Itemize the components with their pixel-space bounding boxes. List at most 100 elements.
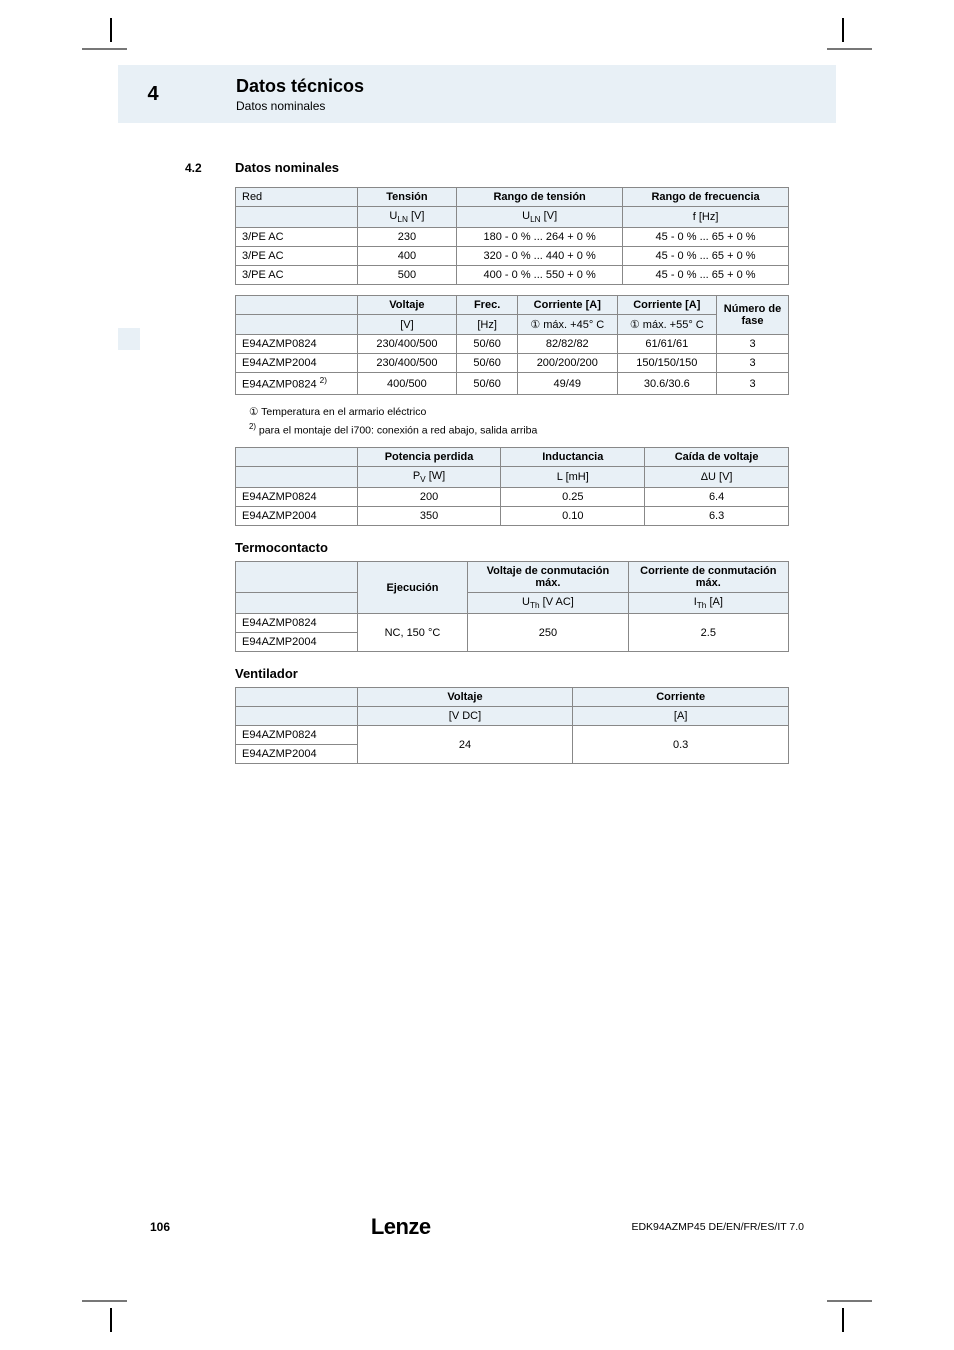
table-row: E94AZMP0824 NC, 150 °C 250 2.5 — [236, 614, 789, 633]
cell: E94AZMP2004 — [236, 745, 358, 764]
th-sub: UTh [V AC] — [468, 593, 628, 614]
th: Rango de frecuencia — [623, 188, 789, 207]
th: Corriente de conmutación máx. — [628, 562, 788, 593]
th: Red — [236, 188, 358, 207]
th: Tensión — [357, 188, 457, 207]
th-sub: L [mH] — [501, 466, 645, 487]
cell: E94AZMP0824 — [236, 726, 358, 745]
section-num: 4.2 — [185, 161, 235, 175]
crop-mark — [827, 1300, 872, 1302]
cell: 250 — [468, 614, 628, 652]
table-row: E94AZMP2004 230/400/500 50/60 200/200/20… — [236, 354, 789, 373]
page-footer: 106 Lenze EDK94AZMP45 DE/EN/FR/ES/IT 7.0 — [150, 1214, 804, 1240]
cell: 2.5 — [628, 614, 788, 652]
cell: 50/60 — [457, 354, 518, 373]
cell: 200/200/200 — [518, 354, 618, 373]
th: Inductancia — [501, 447, 645, 466]
page-title: Datos técnicos — [236, 76, 364, 97]
th: Corriente — [573, 688, 789, 707]
fan-table: Voltaje Corriente [V DC] [A] E94AZMP0824… — [235, 687, 789, 764]
page-number: 106 — [150, 1220, 170, 1234]
section-title: Datos nominales — [235, 160, 339, 175]
th: Ejecución — [357, 562, 468, 614]
crop-mark — [842, 1308, 844, 1332]
table-row: E94AZMP0824 230/400/500 50/60 82/82/82 6… — [236, 335, 789, 354]
power-loss-table: Potencia perdida Inductancia Caída de vo… — [235, 447, 789, 526]
th: Corriente [A] — [617, 296, 717, 315]
cell: 49/49 — [518, 373, 618, 395]
table-row: E94AZMP0824 200 0.25 6.4 — [236, 488, 789, 507]
crop-mark — [110, 18, 112, 42]
section-heading: 4.2 Datos nominales — [185, 160, 789, 175]
side-tab — [118, 328, 140, 350]
cell: 3/PE AC — [236, 266, 358, 285]
cell: 6.4 — [645, 488, 789, 507]
th-sub: ① máx. +55° C — [617, 315, 717, 335]
th-sub: ULN [V] — [457, 207, 623, 228]
table-row: 3/PE AC 230 180 - 0 % ... 264 + 0 % 45 -… — [236, 228, 789, 247]
th-sub — [236, 207, 358, 228]
th-sub — [236, 466, 358, 487]
section-number: 4 — [147, 83, 158, 106]
th-sub: ITh [A] — [628, 593, 788, 614]
cell: 61/61/61 — [617, 335, 717, 354]
cell: 50/60 — [457, 335, 518, 354]
th: Caída de voltaje — [645, 447, 789, 466]
subheading-fan: Ventilador — [235, 666, 789, 681]
th-sub: f [Hz] — [623, 207, 789, 228]
mains-table: Red Tensión Rango de tensión Rango de fr… — [235, 187, 789, 285]
crop-mark — [82, 1300, 127, 1302]
cell: 50/60 — [457, 373, 518, 395]
th-sub: ULN [V] — [357, 207, 457, 228]
cell: 400/500 — [357, 373, 457, 395]
cell: 24 — [357, 726, 573, 764]
crop-mark — [82, 48, 127, 50]
page-header: 4 Datos técnicos Datos nominales — [118, 65, 836, 123]
cell: 180 - 0 % ... 264 + 0 % — [457, 228, 623, 247]
th-sub — [236, 707, 358, 726]
cell: 350 — [357, 507, 501, 526]
page-subtitle: Datos nominales — [236, 99, 364, 113]
footnotes: ① Temperatura en el armario eléctrico 2)… — [249, 405, 789, 439]
subheading-thermo: Termocontacto — [235, 540, 789, 555]
model-current-table: Voltaje Frec. Corriente [A] Corriente [A… — [235, 295, 789, 395]
cell: 200 — [357, 488, 501, 507]
cell: E94AZMP0824 — [236, 488, 358, 507]
cell: 150/150/150 — [617, 354, 717, 373]
th-sub: ① máx. +45° C — [518, 315, 618, 335]
cell: 82/82/82 — [518, 335, 618, 354]
table-row: E94AZMP2004 350 0.10 6.3 — [236, 507, 789, 526]
footnote: ① Temperatura en el armario eléctrico — [249, 405, 789, 421]
th-sub — [236, 593, 358, 614]
th: Número de fase — [717, 296, 789, 335]
cell: 400 — [357, 247, 457, 266]
th: Frec. — [457, 296, 518, 315]
cell: 3/PE AC — [236, 228, 358, 247]
th-sub: [V DC] — [357, 707, 573, 726]
crop-mark — [827, 48, 872, 50]
table-row: 3/PE AC 500 400 - 0 % ... 550 + 0 % 45 -… — [236, 266, 789, 285]
cell: E94AZMP2004 — [236, 633, 358, 652]
table-row: E94AZMP0824 24 0.3 — [236, 726, 789, 745]
cell: 500 — [357, 266, 457, 285]
cell: E94AZMP2004 — [236, 354, 358, 373]
cell: 400 - 0 % ... 550 + 0 % — [457, 266, 623, 285]
content-area: 4.2 Datos nominales Red Tensión Rango de… — [185, 160, 789, 774]
cell: 3 — [717, 335, 789, 354]
th — [236, 447, 358, 466]
th-sub — [236, 315, 358, 335]
th: Corriente [A] — [518, 296, 618, 315]
th-sub: [A] — [573, 707, 789, 726]
cell: E94AZMP2004 — [236, 507, 358, 526]
th-sub: [Hz] — [457, 315, 518, 335]
cell: E94AZMP0824 — [236, 614, 358, 633]
cell: 0.10 — [501, 507, 645, 526]
cell: 230 — [357, 228, 457, 247]
cell: 320 - 0 % ... 440 + 0 % — [457, 247, 623, 266]
th-sub: ΔU [V] — [645, 466, 789, 487]
table-row: 3/PE AC 400 320 - 0 % ... 440 + 0 % 45 -… — [236, 247, 789, 266]
table-row: E94AZMP0824 2) 400/500 50/60 49/49 30.6/… — [236, 373, 789, 395]
cell: 6.3 — [645, 507, 789, 526]
crop-mark — [842, 18, 844, 42]
th-sub: PV [W] — [357, 466, 501, 487]
